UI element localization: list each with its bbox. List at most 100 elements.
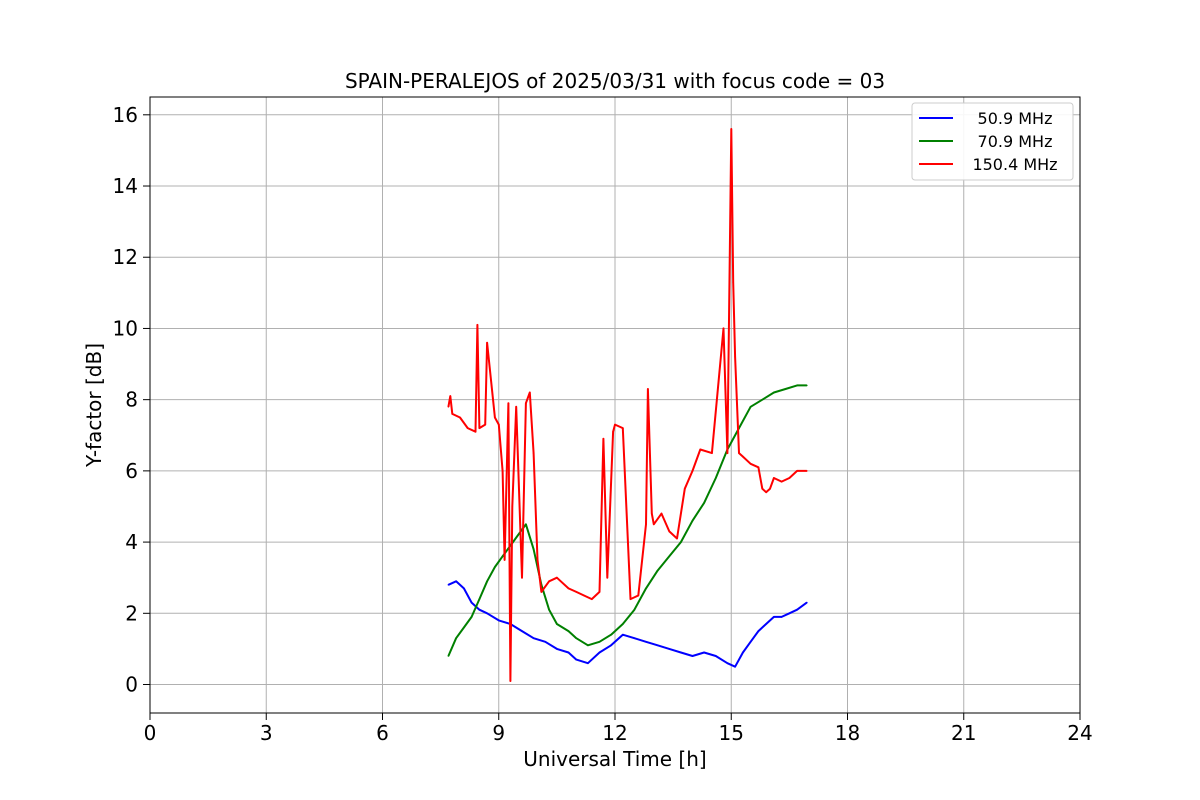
data-point <box>525 523 527 526</box>
data-point <box>788 477 791 479</box>
data-point <box>455 580 457 583</box>
data-point <box>486 612 488 615</box>
data-point <box>529 391 531 394</box>
data-point <box>730 128 733 130</box>
data-point <box>544 641 547 643</box>
x-axis-label: Universal Time [h] <box>523 747 706 771</box>
data-point <box>722 327 725 330</box>
data-point <box>521 630 523 632</box>
grid <box>149 97 1081 713</box>
data-point <box>637 594 640 597</box>
data-point <box>738 452 740 454</box>
data-point <box>556 623 558 625</box>
x-tick-label: 9 <box>492 721 505 745</box>
data-point <box>466 427 469 429</box>
data-point <box>521 576 523 579</box>
data-point <box>622 633 624 636</box>
data-point <box>532 637 535 639</box>
data-point <box>765 623 767 625</box>
data-point <box>598 591 601 593</box>
data-point <box>660 512 663 515</box>
data-point <box>749 406 752 408</box>
data-point <box>796 608 798 611</box>
data-point <box>622 623 624 625</box>
data-point <box>761 398 764 401</box>
x-tick-label: 12 <box>602 721 627 745</box>
data-point <box>757 630 760 632</box>
data-point <box>478 608 481 611</box>
data-point <box>726 452 729 454</box>
y-tick-label: 6 <box>125 459 138 483</box>
data-point <box>509 680 512 682</box>
data-point <box>614 423 616 426</box>
data-point <box>494 416 496 419</box>
data-point <box>715 655 717 657</box>
data-point <box>612 430 614 433</box>
data-point <box>711 452 713 454</box>
data-point <box>498 423 500 426</box>
data-point <box>476 324 479 326</box>
data-point <box>691 470 694 472</box>
data-point <box>532 548 535 550</box>
data-point <box>455 637 457 639</box>
data-point <box>567 587 570 590</box>
legend: 50.9 MHz 70.9 MHz 150.4 MHz <box>911 102 1074 181</box>
data-point <box>742 455 744 458</box>
data-point <box>494 566 496 568</box>
data-point <box>602 438 605 440</box>
data-point <box>501 555 504 558</box>
data-point <box>540 591 543 593</box>
data-point <box>525 402 527 405</box>
data-point <box>806 384 808 387</box>
data-point <box>656 569 659 572</box>
data-point <box>703 651 705 654</box>
data-point <box>463 626 465 629</box>
data-point <box>676 537 678 540</box>
data-point <box>742 651 744 654</box>
data-point <box>610 633 612 636</box>
data-point <box>447 655 450 657</box>
data-point <box>532 452 535 454</box>
data-point <box>517 534 519 536</box>
data-point <box>575 637 578 639</box>
data-point <box>668 648 671 650</box>
y-tick-label: 2 <box>125 601 138 625</box>
data-point <box>765 491 767 494</box>
data-point <box>486 580 488 583</box>
x-tick-label: 18 <box>835 721 860 745</box>
data-point <box>691 519 694 522</box>
data-point <box>511 505 514 508</box>
data-point <box>732 281 734 284</box>
data-point <box>503 559 506 561</box>
data-point <box>656 644 659 647</box>
data-point <box>773 616 775 618</box>
data-point <box>548 608 550 611</box>
data-point <box>680 651 682 654</box>
data-point <box>463 587 465 590</box>
data-point <box>699 448 702 451</box>
data-point <box>470 616 473 618</box>
x-tick-label: 3 <box>260 721 273 745</box>
data-point <box>645 641 647 643</box>
data-point <box>773 391 775 394</box>
y-tick-label: 16 <box>113 103 138 127</box>
data-point <box>691 655 694 657</box>
data-point <box>653 523 655 526</box>
data-point <box>556 576 558 579</box>
data-point <box>587 662 589 664</box>
legend-box <box>911 102 1074 181</box>
data-point <box>575 591 578 593</box>
data-point <box>486 341 488 344</box>
data-point <box>567 651 570 654</box>
y-tick-label: 12 <box>113 245 138 269</box>
series-group <box>447 128 808 682</box>
data-point <box>629 598 632 600</box>
legend-label: 150.4 MHz <box>972 155 1057 174</box>
data-point <box>647 388 649 390</box>
data-point <box>749 641 752 643</box>
data-point <box>560 580 562 583</box>
y-tick-label: 0 <box>125 673 138 697</box>
data-point <box>796 384 798 387</box>
